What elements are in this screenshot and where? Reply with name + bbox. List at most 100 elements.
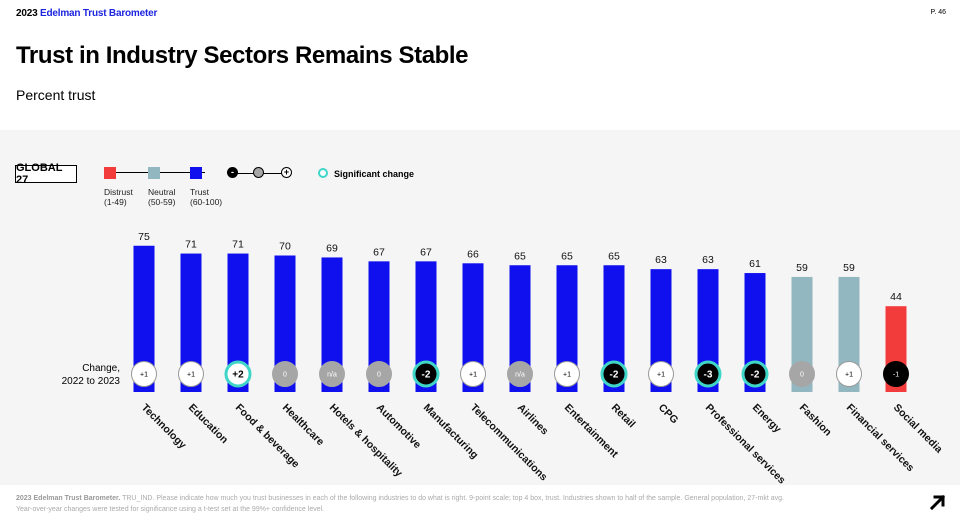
bar xyxy=(227,253,249,392)
change-badge xyxy=(694,360,722,388)
neutral-legend: Neutral (50-59) xyxy=(148,187,175,207)
bar xyxy=(556,265,578,392)
plus-change-icon: + xyxy=(281,167,292,178)
data-label: 71 xyxy=(232,239,244,251)
change-label: 0 xyxy=(283,372,287,379)
change-label: -3 xyxy=(704,370,713,381)
data-label: 63 xyxy=(702,254,714,266)
change-label: -2 xyxy=(751,370,760,381)
bar xyxy=(321,257,343,392)
data-label: 59 xyxy=(843,262,855,274)
category-label: Telecommunications xyxy=(468,402,550,484)
change-badge xyxy=(366,361,392,387)
change-label: 0 xyxy=(377,372,381,379)
bar xyxy=(180,253,202,392)
data-label: 59 xyxy=(796,262,808,274)
page-subtitle: Percent trust xyxy=(16,87,96,103)
category-label: Fashion xyxy=(797,402,834,439)
significant-change-label: Significant change xyxy=(334,169,415,179)
change-badge xyxy=(554,361,580,387)
category-label: Airlines xyxy=(515,402,551,438)
brand-name: Edelman Trust Barometer xyxy=(40,8,158,19)
distrust-label: Distrust xyxy=(104,187,133,197)
change-label: 0 xyxy=(800,372,804,379)
distrust-range: (1-49) xyxy=(104,197,127,207)
distrust-swatch xyxy=(104,167,116,179)
category-label: Automotive xyxy=(374,402,423,451)
change-badge xyxy=(836,361,862,387)
change-label: +1 xyxy=(657,372,665,379)
brand-logo: 2023 Edelman Trust Barometer xyxy=(16,8,157,19)
bar xyxy=(274,255,296,392)
change-badge xyxy=(412,360,440,388)
neutral-range: (50-59) xyxy=(148,197,176,207)
change-badge xyxy=(178,361,204,387)
bar xyxy=(603,265,625,392)
significant-change-icon xyxy=(318,168,328,178)
data-label: 70 xyxy=(279,241,291,253)
header-band xyxy=(0,0,960,130)
change-label: +1 xyxy=(187,372,195,379)
data-label: 75 xyxy=(138,231,150,243)
data-label: 61 xyxy=(749,258,761,270)
bar xyxy=(133,245,155,392)
data-label: 66 xyxy=(467,248,479,260)
bar xyxy=(462,263,484,392)
data-label: 63 xyxy=(655,254,667,266)
data-label: 67 xyxy=(420,246,432,258)
brand-year: 2023 xyxy=(16,8,38,19)
data-label: 65 xyxy=(608,250,620,262)
footer-text-1: TRU_IND. Please indicate how much you tr… xyxy=(120,495,784,502)
change-caption-line2: 2022 to 2023 xyxy=(61,376,120,387)
change-badge xyxy=(272,361,298,387)
bar xyxy=(509,265,531,392)
change-badge xyxy=(507,361,533,387)
bar xyxy=(368,261,390,392)
bar xyxy=(650,269,672,392)
change-badge xyxy=(600,360,628,388)
trust-legend: Trust (60-100) xyxy=(190,187,222,207)
change-caption-line1: Change, xyxy=(82,363,120,374)
neutral-swatch xyxy=(148,167,160,179)
page-number: P. 46 xyxy=(930,9,946,16)
data-label: 69 xyxy=(326,242,338,254)
distrust-legend: Distrust (1-49) xyxy=(104,187,133,207)
change-badge xyxy=(460,361,486,387)
category-label: Healthcare xyxy=(280,402,327,449)
neutral-label: Neutral xyxy=(148,187,176,197)
data-label: 65 xyxy=(514,250,526,262)
category-label: Education xyxy=(186,402,230,446)
data-label: 67 xyxy=(373,246,385,258)
category-label: CPG xyxy=(656,402,681,427)
trust-range: (60-100) xyxy=(190,197,223,207)
change-badge xyxy=(648,361,674,387)
change-label: n/a xyxy=(327,372,337,379)
minus-change-icon: - xyxy=(227,167,238,178)
footer-source: 2023 Edelman Trust Barometer. xyxy=(16,495,121,502)
no-change-icon xyxy=(253,167,264,178)
change-label: +1 xyxy=(140,372,148,379)
data-label: 44 xyxy=(890,291,902,303)
category-label: Professional services xyxy=(703,402,788,487)
change-badge xyxy=(224,360,252,388)
footer-text-2: Year-over-year changes were tested for s… xyxy=(16,506,325,513)
next-arrow-icon[interactable] xyxy=(928,493,948,513)
trust-label: Trust xyxy=(190,187,210,197)
change-label: +1 xyxy=(563,372,571,379)
change-label: n/a xyxy=(515,372,525,379)
change-label: +1 xyxy=(845,372,853,379)
category-label: Energy xyxy=(750,402,784,436)
change-label: -2 xyxy=(422,370,431,381)
data-label: 65 xyxy=(561,250,573,262)
change-caption: Change, 2022 to 2023 xyxy=(40,362,120,388)
change-label: -2 xyxy=(610,370,619,381)
change-label: +1 xyxy=(469,372,477,379)
change-badge xyxy=(741,360,769,388)
footer-note: 2023 Edelman Trust Barometer. TRU_IND. P… xyxy=(16,493,896,515)
data-label: 71 xyxy=(185,239,197,251)
change-badge xyxy=(319,361,345,387)
bar xyxy=(697,269,719,392)
trust-swatch xyxy=(190,167,202,179)
change-badge xyxy=(789,361,815,387)
